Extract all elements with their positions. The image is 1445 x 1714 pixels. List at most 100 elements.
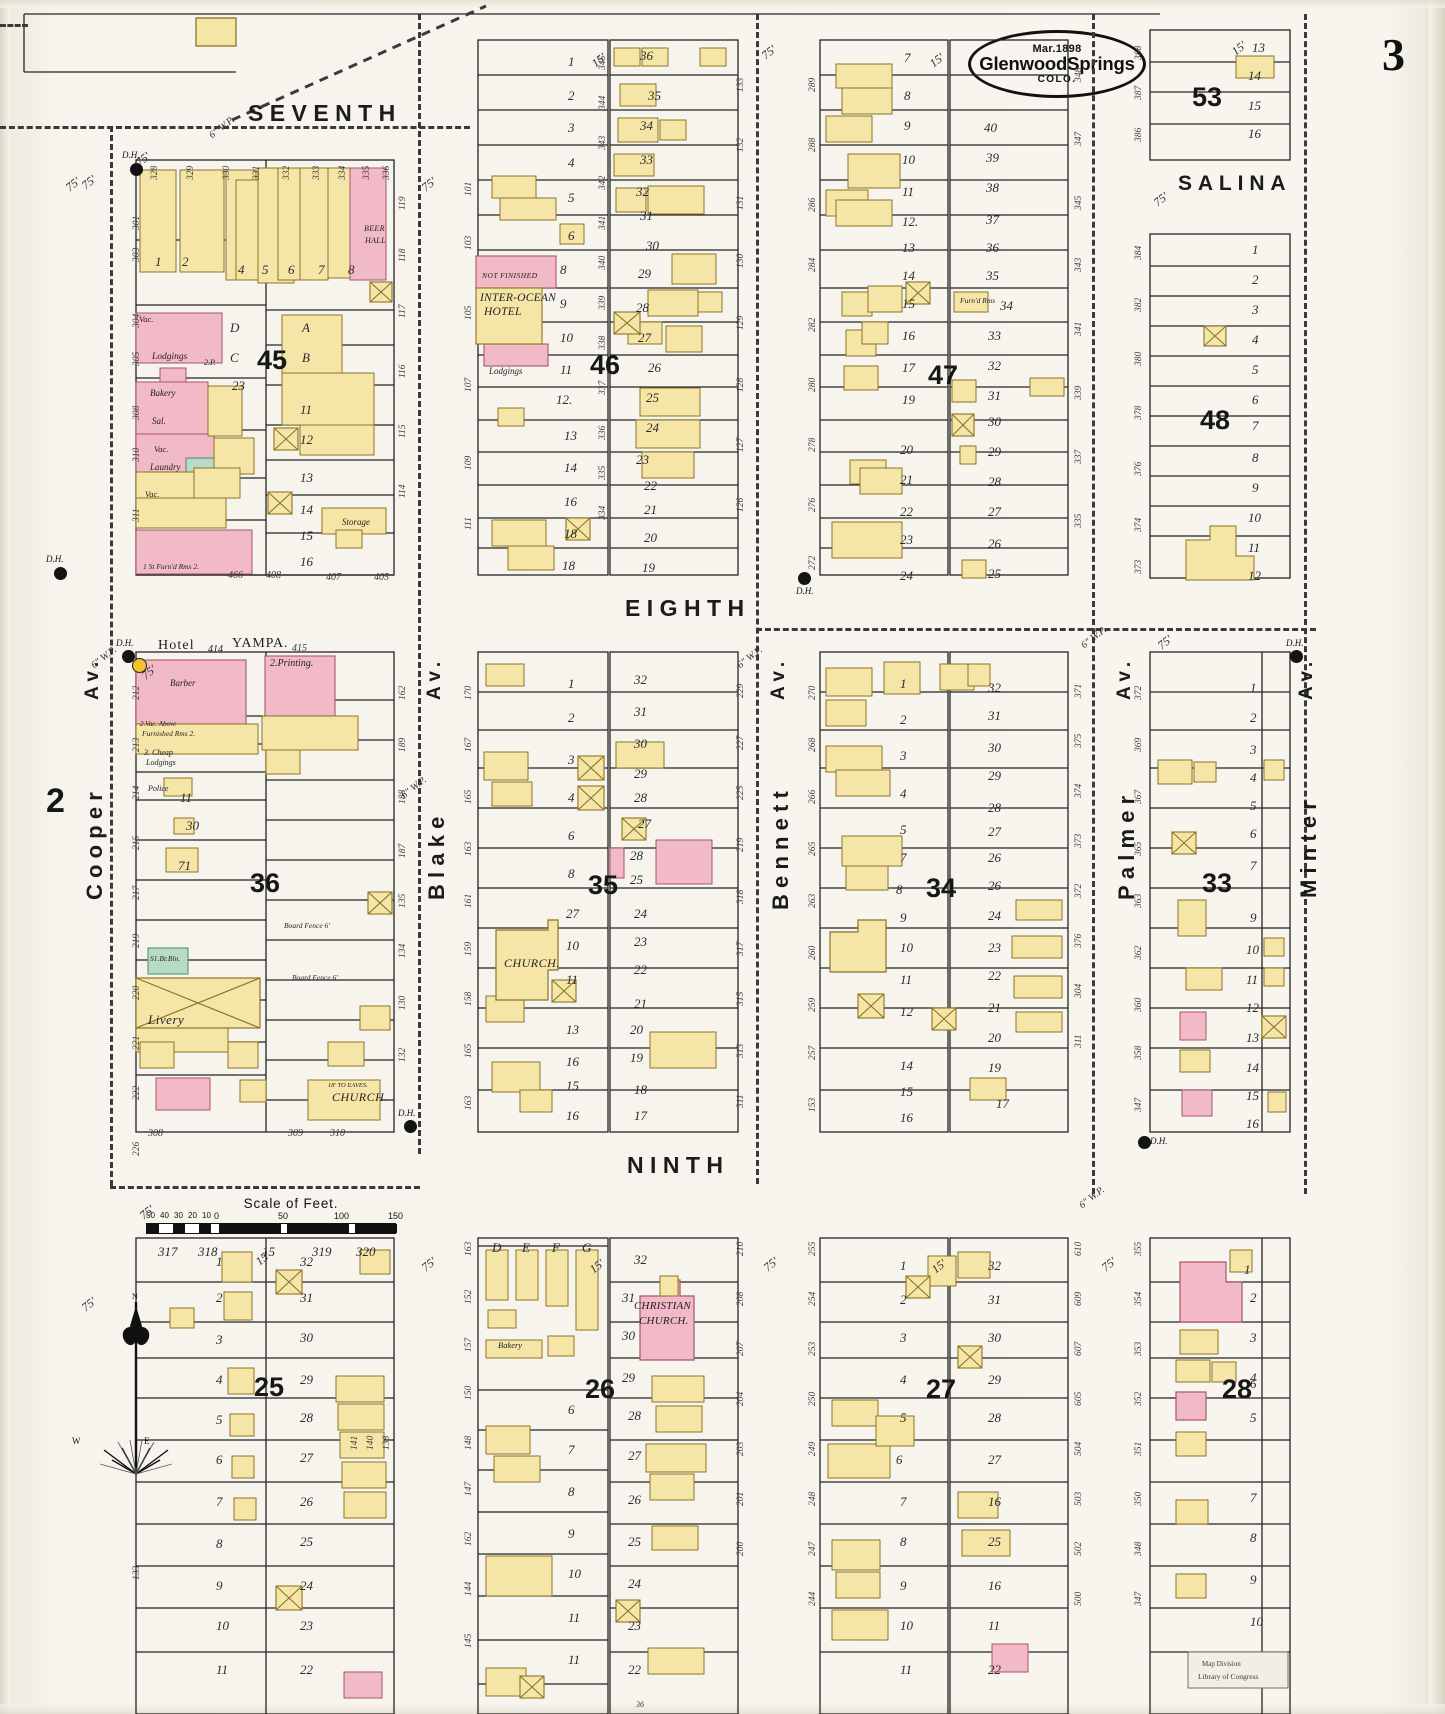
block-number-53: 53 bbox=[1192, 82, 1223, 112]
row-line-diagonal bbox=[231, 4, 487, 122]
street-label-palmer-suffix: Av. bbox=[1114, 656, 1135, 700]
label-livery: Livery bbox=[148, 1012, 185, 1027]
row-line-ninth-west bbox=[110, 1186, 420, 1189]
scale-tick-3: 20 bbox=[188, 1211, 197, 1220]
drop-hole-marker-3 bbox=[798, 572, 811, 585]
hydrant-marker-1 bbox=[132, 658, 147, 673]
compass-west-label: W bbox=[72, 1436, 81, 1446]
label-vacant-45b: Vac. bbox=[145, 489, 160, 499]
label-beer: BEER bbox=[364, 224, 385, 233]
label-police: Police bbox=[148, 784, 169, 793]
compass-north-label: N bbox=[132, 1292, 138, 1301]
scale-tick-1: 40 bbox=[160, 1211, 169, 1220]
label-furnished-rms: Furnished Rms 2. bbox=[142, 729, 196, 738]
label-lodgings-stories: 2.P. bbox=[204, 358, 216, 367]
drop-hole-marker-4 bbox=[122, 650, 135, 663]
street-label-minter-suffix: Av. bbox=[1296, 656, 1317, 700]
loc-stamp-line1: Map Division bbox=[1202, 1660, 1241, 1668]
drop-hole-label-4: D.H. bbox=[116, 638, 134, 648]
label-cheap-lodgings: Lodgings bbox=[146, 758, 176, 767]
label-hotel: Hotel bbox=[158, 638, 195, 653]
street-label-eighth: EIGHTH bbox=[625, 595, 751, 621]
drop-hole-marker-5 bbox=[1290, 650, 1303, 663]
label-lodgings-45: Lodgings bbox=[152, 352, 188, 362]
label-lodgings-46: Lodgings bbox=[489, 366, 523, 376]
scale-tick-6: 50 bbox=[278, 1211, 289, 1221]
drop-hole-marker-7 bbox=[404, 1120, 417, 1133]
scale-tick-7: 100 bbox=[334, 1211, 350, 1221]
label-inter-ocean: INTER-OCEAN bbox=[480, 292, 556, 304]
drop-hole-label-7: D.H. bbox=[398, 1108, 416, 1118]
label-printing: 2.Printing. bbox=[270, 658, 314, 669]
block-number-26: 26 bbox=[585, 1374, 616, 1404]
compass-east-label: E bbox=[144, 1436, 150, 1446]
label-vacant-45a: Vac. bbox=[154, 444, 169, 454]
cartouche-state: COLO. bbox=[1037, 73, 1077, 85]
street-label-minter: Minter bbox=[1296, 795, 1321, 898]
drop-hole-label-1: D.H. bbox=[122, 150, 140, 160]
paper-edge-top bbox=[0, 0, 1445, 8]
label-furnished-rms-45: 1 St Furn'd Rms 2. bbox=[143, 562, 199, 571]
street-label-cooper: Cooper bbox=[82, 786, 107, 900]
paper-edge-bottom bbox=[0, 1704, 1445, 1714]
label-saloon-45: Sal. bbox=[152, 416, 166, 426]
block-number-33: 33 bbox=[1202, 868, 1233, 898]
label-church-35: CHURCH. bbox=[504, 956, 560, 970]
street-label-bennett: Bennett bbox=[768, 784, 793, 910]
paper-edge-left bbox=[0, 0, 10, 1714]
block-number-35: 35 bbox=[588, 870, 619, 900]
scale-tick-4: 10 bbox=[202, 1211, 211, 1220]
cartouche-date: Mar.1898 bbox=[1032, 43, 1082, 56]
label-eaves: 18' TO EAVES. bbox=[328, 1082, 368, 1089]
label-christian: CHRISTIAN bbox=[634, 1300, 691, 1312]
label-furnished-rooms-47: Furn'd Rms bbox=[960, 296, 996, 305]
street-label-blake: Blake bbox=[424, 810, 449, 900]
label-board-fence-b: Board Fence 6' bbox=[292, 973, 338, 982]
left-margin-number: 2 bbox=[46, 782, 65, 820]
compass-rose: N W E bbox=[72, 1292, 173, 1482]
label-cheap: 3. Cheap bbox=[144, 748, 173, 757]
page-number: 3 bbox=[1382, 29, 1405, 80]
scale-bar-graphic bbox=[146, 1223, 397, 1234]
scale-bar-title: Scale of Feet. bbox=[243, 1196, 339, 1211]
row-line-eighth-east bbox=[756, 628, 1316, 631]
drop-hole-marker-6 bbox=[1138, 1136, 1151, 1149]
row-line-cooper bbox=[110, 126, 113, 1186]
label-hotel-number: 414 bbox=[208, 644, 223, 655]
label-laundry-45: Laundry bbox=[150, 462, 181, 472]
drop-hole-marker-1 bbox=[130, 163, 143, 176]
scale-bar-ticks: 50 40 30 20 10 0 50 100 150 bbox=[146, 1211, 403, 1223]
street-label-blake-suffix: Av. bbox=[424, 656, 445, 700]
area-label-salina: SALINA bbox=[1178, 172, 1292, 195]
title-cartouche: Mar.1898 GlenwoodSprings COLO. bbox=[968, 30, 1146, 98]
label-bakery-45: Bakery bbox=[150, 388, 176, 398]
street-label-bennett-suffix: Av. bbox=[768, 656, 789, 700]
compass-needle-icon bbox=[99, 1302, 173, 1475]
drop-hole-label-6: D.H. bbox=[1150, 1136, 1168, 1146]
label-bakery-26: Bakery bbox=[498, 1340, 523, 1350]
label-storage: Storage bbox=[342, 517, 370, 527]
street-label-ninth: NINTH bbox=[627, 1152, 730, 1178]
label-vac-above: 2.Vac. Above bbox=[140, 720, 177, 728]
label-barber: Barber bbox=[170, 678, 196, 688]
label-church-36: CHURCH. bbox=[332, 1090, 388, 1104]
block-number-46: 46 bbox=[590, 350, 621, 380]
block-number-25: 25 bbox=[254, 1372, 285, 1402]
row-line-top-stub bbox=[0, 24, 28, 27]
block-number-45: 45 bbox=[257, 345, 288, 375]
label-vacant-45c: Vac. bbox=[139, 314, 154, 324]
loc-stamp-line2: Library of Congress bbox=[1198, 1672, 1259, 1681]
drop-hole-marker-2 bbox=[54, 567, 67, 580]
label-stone-bldg: S1.Br.Bln. bbox=[150, 954, 181, 963]
scale-tick-0: 50 bbox=[146, 1211, 155, 1220]
row-line-bennett bbox=[756, 14, 759, 1184]
label-not-finished: NOT FINISHED bbox=[482, 271, 538, 280]
cartouche-city: GlenwoodSprings bbox=[979, 53, 1135, 75]
street-label-seventh: SEVENTH bbox=[248, 100, 402, 126]
label-yampa: YAMPA. bbox=[232, 636, 289, 651]
block-number-34: 34 bbox=[926, 873, 957, 903]
label-hall: HALL bbox=[365, 236, 386, 245]
block-number-47: 47 bbox=[928, 360, 959, 390]
